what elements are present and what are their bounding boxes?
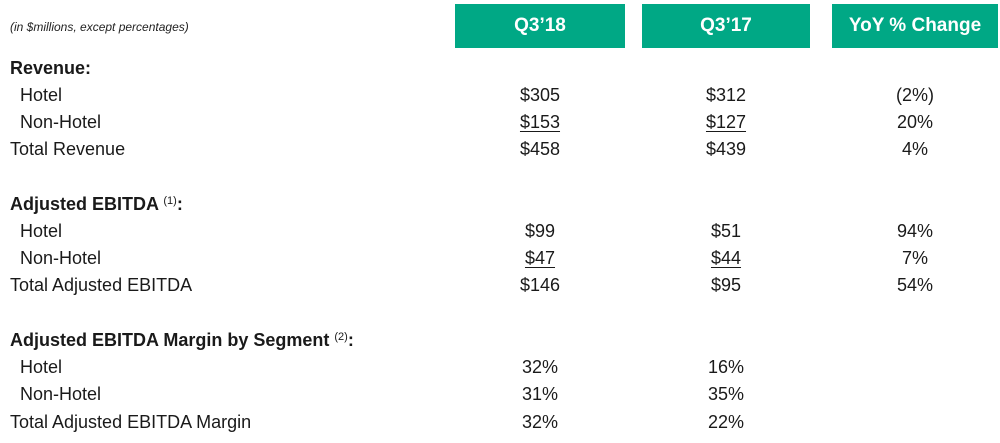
- section-title: Adjusted EBITDA Margin by Segment (2):: [10, 330, 354, 350]
- revenue-section-header: Revenue:: [0, 56, 1000, 80]
- yoy-value: 4%: [901, 139, 928, 159]
- row-label: Non-Hotel: [20, 248, 102, 268]
- q317-value: 16%: [707, 357, 745, 377]
- q318-value: 31%: [521, 384, 559, 404]
- row-label: Non-Hotel: [20, 384, 102, 404]
- q317-value: $439: [705, 139, 747, 159]
- q318-value: $458: [519, 139, 561, 159]
- table-row: Hotel $305 $312 (2%): [0, 83, 1000, 107]
- yoy-value: (2%): [895, 85, 934, 105]
- row-label: Hotel: [20, 85, 63, 105]
- q318-value: 32%: [521, 412, 559, 432]
- q317-value: $312: [705, 85, 747, 105]
- ebitda-section-header: Adjusted EBITDA (1):: [0, 192, 1000, 216]
- q317-value: $51: [710, 221, 742, 241]
- yoy-value: 20%: [896, 112, 934, 132]
- q318-value: 32%: [521, 357, 559, 377]
- table-row: Non-Hotel $47 $44 7%: [0, 246, 1000, 270]
- table-row: Hotel 32% 16%: [0, 355, 1000, 379]
- q318-value: $153: [519, 112, 561, 132]
- table-row: Non-Hotel 31% 35%: [0, 382, 1000, 406]
- row-label: Non-Hotel: [20, 112, 102, 132]
- margin-section-header: Adjusted EBITDA Margin by Segment (2):: [0, 328, 1000, 352]
- section-title: Adjusted EBITDA (1):: [10, 194, 183, 214]
- column-header-q317: Q3’17: [642, 4, 810, 48]
- q318-value: $146: [519, 275, 561, 295]
- table-row: Total Revenue $458 $439 4%: [0, 137, 1000, 161]
- q317-value: $95: [710, 275, 742, 295]
- row-label: Total Revenue: [10, 139, 126, 159]
- table-row: Total Adjusted EBITDA $146 $95 54%: [0, 273, 1000, 297]
- yoy-value: 7%: [901, 248, 928, 268]
- yoy-value: 94%: [896, 221, 934, 241]
- row-label: Hotel: [20, 357, 63, 377]
- row-label: Total Adjusted EBITDA: [10, 275, 193, 295]
- q317-value: 22%: [707, 412, 745, 432]
- column-header-q318: Q3’18: [455, 4, 625, 48]
- q317-value: 35%: [707, 384, 745, 404]
- yoy-value: 54%: [896, 275, 934, 295]
- table-row: Hotel $99 $51 94%: [0, 219, 1000, 243]
- q317-value: $127: [705, 112, 747, 132]
- section-title: Revenue:: [10, 58, 92, 78]
- footnote-marker: (2): [334, 331, 348, 343]
- row-label: Hotel: [20, 221, 63, 241]
- table-row: Total Adjusted EBITDA Margin 32% 22%: [0, 410, 1000, 434]
- row-label: Total Adjusted EBITDA Margin: [10, 412, 252, 432]
- units-note: (in $millions, except percentages): [10, 20, 189, 34]
- q318-value: $305: [519, 85, 561, 105]
- footnote-marker: (1): [163, 195, 177, 207]
- table-row: Non-Hotel $153 $127 20%: [0, 110, 1000, 134]
- q317-value: $44: [710, 248, 742, 268]
- column-header-yoy: YoY % Change: [832, 4, 998, 48]
- q318-value: $99: [524, 221, 556, 241]
- q318-value: $47: [524, 248, 556, 268]
